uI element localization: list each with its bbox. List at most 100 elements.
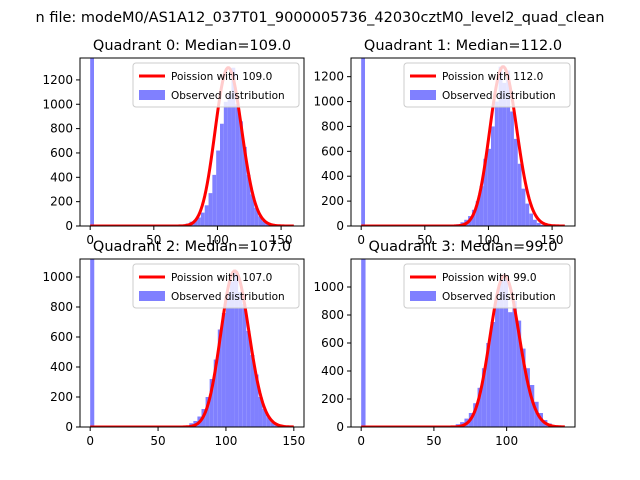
histogram-bar <box>208 193 213 226</box>
histogram-bar <box>361 259 366 427</box>
histogram-bar <box>499 275 504 427</box>
y-tick-label: 800 <box>321 119 344 133</box>
poisson-curve <box>89 66 295 226</box>
histogram-bar <box>536 222 541 226</box>
histogram-bar <box>473 403 478 427</box>
x-tick-label: 0 <box>357 434 365 448</box>
histogram-bar <box>471 209 476 226</box>
legend-patch-swatch <box>139 291 165 301</box>
subplot-2: Quadrant 2: Median=107.0 0 50 100 150 0 200 400… <box>42 239 305 448</box>
x-tick-label: 150 <box>282 434 305 448</box>
histogram-bar <box>254 207 259 226</box>
histogram-bar <box>495 298 500 427</box>
y-tick-label: 400 <box>50 170 73 184</box>
y-tick-label: 600 <box>321 144 344 158</box>
legend-label: Observed distribution <box>171 90 285 102</box>
histogram-bar <box>227 94 232 226</box>
x-tick-label: 150 <box>541 233 564 247</box>
histogram-bar <box>205 397 210 427</box>
histogram-bar <box>239 121 243 226</box>
histogram-bar <box>512 301 517 427</box>
y-tick-label: 600 <box>50 146 73 160</box>
histogram-bar <box>223 101 228 226</box>
x-tick-label: 100 <box>206 233 229 247</box>
legend-patch-swatch <box>410 90 436 100</box>
y-tick-label: 0 <box>336 219 344 233</box>
histogram-bar <box>235 104 240 226</box>
legend-label: Observed distribution <box>442 90 556 102</box>
histogram-bar <box>209 379 214 427</box>
histogram-bar <box>516 320 522 427</box>
histogram-bar <box>270 422 275 427</box>
figure-suptitle: n file: modeM0/AS1A12_037T01_9000005736_… <box>36 10 605 26</box>
y-tick-label: 0 <box>65 420 73 434</box>
y-tick-label: 800 <box>50 122 73 136</box>
histogram-bar <box>204 205 209 226</box>
legend-label: Poission with 99.0 <box>442 272 537 284</box>
axes-frame <box>350 57 576 227</box>
histogram-bar <box>479 186 484 226</box>
x-tick-label: 0 <box>86 233 94 247</box>
histogram-bar <box>525 203 530 226</box>
histogram-bar <box>361 58 365 226</box>
y-tick-label: 200 <box>321 392 344 406</box>
histogram-bar <box>266 417 271 427</box>
histogram-bar <box>230 281 235 427</box>
histogram-bar <box>221 313 226 427</box>
histogram-bar <box>216 150 220 226</box>
histogram-bar <box>483 158 488 226</box>
y-tick-label: 1200 <box>313 70 344 84</box>
histogram-bar <box>238 292 243 427</box>
legend-box <box>132 263 300 309</box>
poisson-curve <box>90 269 294 427</box>
histogram-bar <box>477 387 482 427</box>
subplot-title: Quadrant 2: Median=107.0 <box>93 239 291 255</box>
histogram-bar <box>213 359 218 427</box>
axes-frame <box>79 57 305 227</box>
x-tick-label: 0 <box>357 233 365 247</box>
histogram-bar <box>258 397 263 427</box>
legend-patch-swatch <box>410 291 436 301</box>
histogram-bar <box>490 322 495 427</box>
x-tick-label: 150 <box>270 233 293 247</box>
legend: Poission with 99.0 Observed distribution <box>403 263 571 309</box>
histogram-bar <box>494 101 499 226</box>
histogram-bar <box>508 312 513 427</box>
y-tick-label: 200 <box>50 195 73 209</box>
histogram-bar <box>513 138 518 226</box>
histogram-bar <box>503 280 509 427</box>
histogram-bar <box>234 271 239 427</box>
histogram-bar <box>533 219 537 226</box>
subplot-title: Quadrant 0: Median=109.0 <box>93 38 291 54</box>
histogram-bar <box>225 292 231 427</box>
histogram-bar <box>487 148 491 226</box>
histogram-bar <box>525 368 530 427</box>
y-tick-label: 0 <box>336 420 344 434</box>
y-tick-label: 0 <box>65 219 73 233</box>
subplot-title: Quadrant 3: Median=99.0 <box>369 239 558 255</box>
legend-label: Poission with 109.0 <box>171 71 272 83</box>
histogram-bar <box>274 425 279 427</box>
legend: Poission with 109.0 Observed distribution <box>132 62 300 108</box>
histogram-bar <box>220 123 224 226</box>
histogram-bar <box>217 329 222 427</box>
y-tick-label: 400 <box>321 169 344 183</box>
legend-patch-swatch <box>139 90 165 100</box>
histogram-bar <box>242 146 247 226</box>
poisson-curve <box>360 65 566 226</box>
histogram-bar <box>262 409 267 427</box>
histogram-bar <box>242 304 247 427</box>
subplot-title: Quadrant 1: Median=112.0 <box>364 38 562 54</box>
y-tick-label: 600 <box>50 330 73 344</box>
histogram-bar <box>502 82 507 226</box>
histogram-bar <box>258 216 262 226</box>
histogram-bar <box>254 374 259 427</box>
histogram-bar <box>250 194 255 226</box>
axes-frame <box>79 258 305 428</box>
histogram-bar <box>262 221 266 226</box>
plot-area <box>361 259 565 427</box>
y-tick-label: 1200 <box>42 73 73 87</box>
x-tick-label: 50 <box>426 434 441 448</box>
subplot-3: Quadrant 3: Median=99.00 50 10002004006008… <box>313 239 576 448</box>
